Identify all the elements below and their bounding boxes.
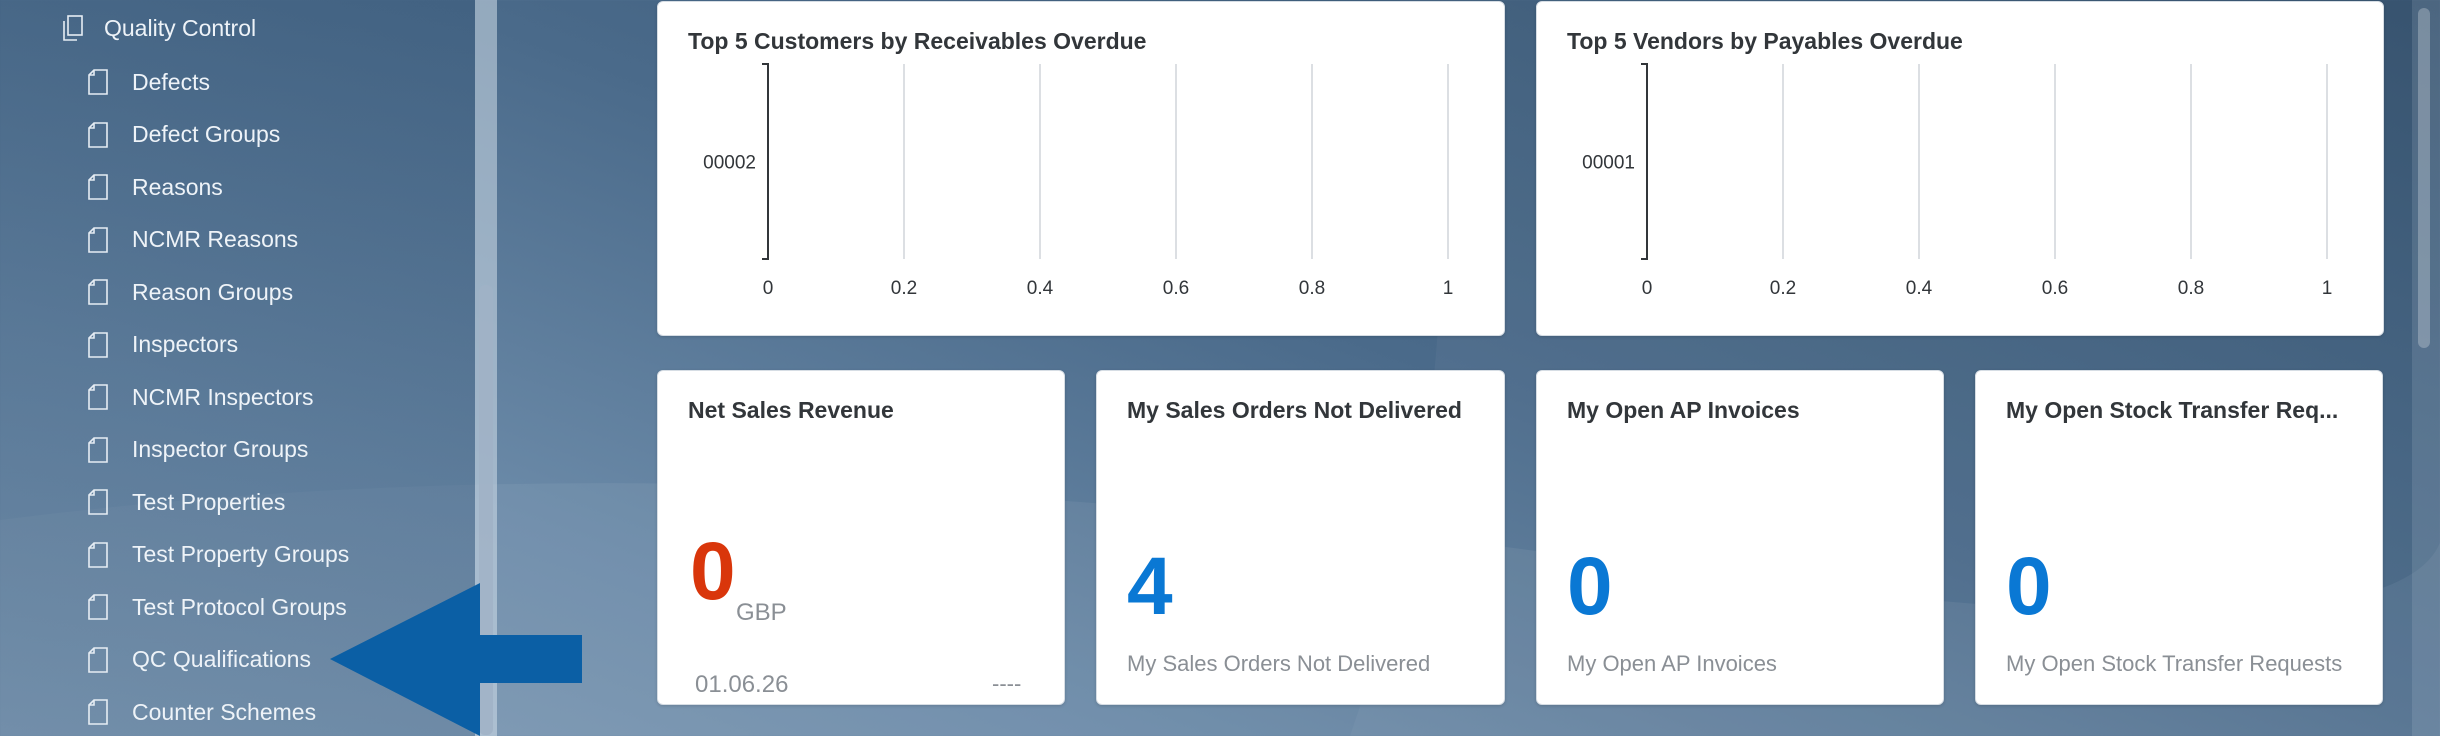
sidebar-item-reason-groups[interactable]: Reason Groups xyxy=(88,266,349,319)
sidebar-item-label: NCMR Inspectors xyxy=(132,383,314,410)
document-icon xyxy=(88,331,108,358)
main-scrollbar-thumb[interactable] xyxy=(2418,8,2430,348)
kpi-unit: GBP xyxy=(736,599,787,626)
customers-receivables-card[interactable]: Top 5 Customers by Receivables Overdue 0… xyxy=(657,1,1505,336)
sidebar-item-label: Defects xyxy=(132,68,210,95)
sidebar-item-inspectors[interactable]: Inspectors xyxy=(88,319,349,372)
document-icon xyxy=(88,121,108,148)
vendors-payables-card[interactable]: Top 5 Vendors by Payables Overdue 0 0.2 0.… xyxy=(1536,1,2384,336)
x-tick-label: 0.6 xyxy=(1163,278,1189,299)
card-title: Net Sales Revenue xyxy=(688,397,894,423)
sidebar-item-defect-groups[interactable]: Defect Groups xyxy=(88,109,349,162)
sidebar-item-label: Defect Groups xyxy=(132,121,281,148)
sidebar-item-label: Reasons xyxy=(132,173,223,200)
sidebar-item-test-property-groups[interactable]: Test Property Groups xyxy=(88,529,349,582)
y-axis xyxy=(1641,63,1648,260)
kpi-value: 4 xyxy=(1127,541,1173,632)
arrow-annotation xyxy=(330,583,582,736)
sidebar-item-label: Counter Schemes xyxy=(132,698,317,725)
sidebar-item-label: Test Property Groups xyxy=(132,541,350,568)
sidebar-group-label: Quality Control xyxy=(104,14,257,41)
document-icon xyxy=(88,69,108,96)
sidebar-item-label: Reason Groups xyxy=(132,278,294,305)
x-tick-label: 0.4 xyxy=(1027,278,1054,299)
y-axis xyxy=(762,63,769,260)
sidebar-navigation: Quality Control Defects Defect Groups Reas… xyxy=(0,0,475,736)
vendors-payables-chart: 0 0.2 0.4 0.6 0.8 1 00001 xyxy=(1582,63,2333,299)
sidebar-item-qc-qualifications[interactable]: QC Qualifications xyxy=(88,634,349,687)
document-icon xyxy=(88,646,108,673)
x-tick-label: 0 xyxy=(763,278,774,299)
x-tick-label: 1 xyxy=(2322,278,2333,299)
open-stock-transfer-requests-card[interactable]: My Open Stock Transfer Req... 0 My Open … xyxy=(1975,370,2383,705)
x-tick-label: 0.8 xyxy=(1299,278,1325,299)
sidebar-item-label: Inspectors xyxy=(132,331,239,358)
sidebar-item-inspector-groups[interactable]: Inspector Groups xyxy=(88,424,349,477)
card-title: Top 5 Customers by Receivables Overdue xyxy=(688,28,1147,54)
x-tick-label: 1 xyxy=(1443,278,1454,299)
kpi-value: 0 xyxy=(690,526,736,617)
sidebar-item-test-properties[interactable]: Test Properties xyxy=(88,476,349,529)
x-tick-label: 0.2 xyxy=(891,278,917,299)
document-icon xyxy=(88,279,108,306)
sidebar-item-list: Defects Defect Groups Reasons NCMR Reasons R… xyxy=(88,56,349,736)
sidebar-item-label: NCMR Reasons xyxy=(132,226,299,253)
customers-receivables-chart: 0 0.2 0.4 0.6 0.8 1 00002 xyxy=(703,63,1454,299)
sidebar-item-label: Test Protocol Groups xyxy=(132,593,347,620)
sidebar-item-label: QC Qualifications xyxy=(132,646,311,673)
sidebar-item-ncmr-inspectors[interactable]: NCMR Inspectors xyxy=(88,371,349,424)
category-label: 00002 xyxy=(703,153,756,174)
sidebar-item-label: Test Properties xyxy=(132,488,286,515)
sidebar-group-quality-control[interactable]: Quality Control xyxy=(62,10,256,46)
kpi-subtitle: My Open Stock Transfer Requests xyxy=(2006,651,2343,676)
document-icon xyxy=(88,699,108,726)
sidebar-item-counter-schemes[interactable]: Counter Schemes xyxy=(88,686,349,736)
document-icon xyxy=(88,384,108,411)
kpi-subtitle: My Sales Orders Not Delivered xyxy=(1127,651,1431,676)
folder-icon xyxy=(63,15,83,41)
sidebar-item-reasons[interactable]: Reasons xyxy=(88,161,349,214)
document-icon xyxy=(88,541,108,568)
kpi-trend: ---- xyxy=(992,671,1022,696)
kpi-subtitle: My Open AP Invoices xyxy=(1567,651,1777,676)
x-tick-label: 0 xyxy=(1642,278,1653,299)
document-icon xyxy=(88,226,108,253)
kpi-value: 0 xyxy=(1567,541,1613,632)
open-ap-invoices-card[interactable]: My Open AP Invoices 0 My Open AP Invoice… xyxy=(1536,370,1944,705)
card-title: My Open AP Invoices xyxy=(1567,397,1800,423)
x-tick-label: 0.8 xyxy=(2178,278,2204,299)
sidebar-item-ncmr-reasons[interactable]: NCMR Reasons xyxy=(88,214,349,267)
kpi-value: 0 xyxy=(2006,541,2052,632)
sidebar-item-defects[interactable]: Defects xyxy=(88,56,349,109)
x-tick-label: 0.2 xyxy=(1770,278,1796,299)
sidebar-item-test-protocol-groups[interactable]: Test Protocol Groups xyxy=(88,581,349,634)
card-title: My Open Stock Transfer Req... xyxy=(2006,397,2339,423)
card-title: My Sales Orders Not Delivered xyxy=(1127,397,1462,423)
net-sales-revenue-card[interactable]: Net Sales Revenue 0 GBP 01.06.26 ---- xyxy=(657,370,1065,705)
card-title: Top 5 Vendors by Payables Overdue xyxy=(1567,28,1963,54)
document-icon xyxy=(88,174,108,201)
sidebar-scrollbar-thumb[interactable] xyxy=(479,285,493,735)
sidebar-item-label: Inspector Groups xyxy=(132,436,309,463)
document-icon xyxy=(88,594,108,621)
kpi-date: 01.06.26 xyxy=(695,671,789,698)
category-label: 00001 xyxy=(1582,153,1635,174)
document-icon xyxy=(88,436,108,463)
sales-orders-not-delivered-card[interactable]: My Sales Orders Not Delivered 4 My Sales… xyxy=(1096,370,1505,705)
x-tick-label: 0.4 xyxy=(1906,278,1933,299)
document-icon xyxy=(88,489,108,516)
main-scrollbar[interactable] xyxy=(2412,0,2440,736)
x-tick-label: 0.6 xyxy=(2042,278,2068,299)
